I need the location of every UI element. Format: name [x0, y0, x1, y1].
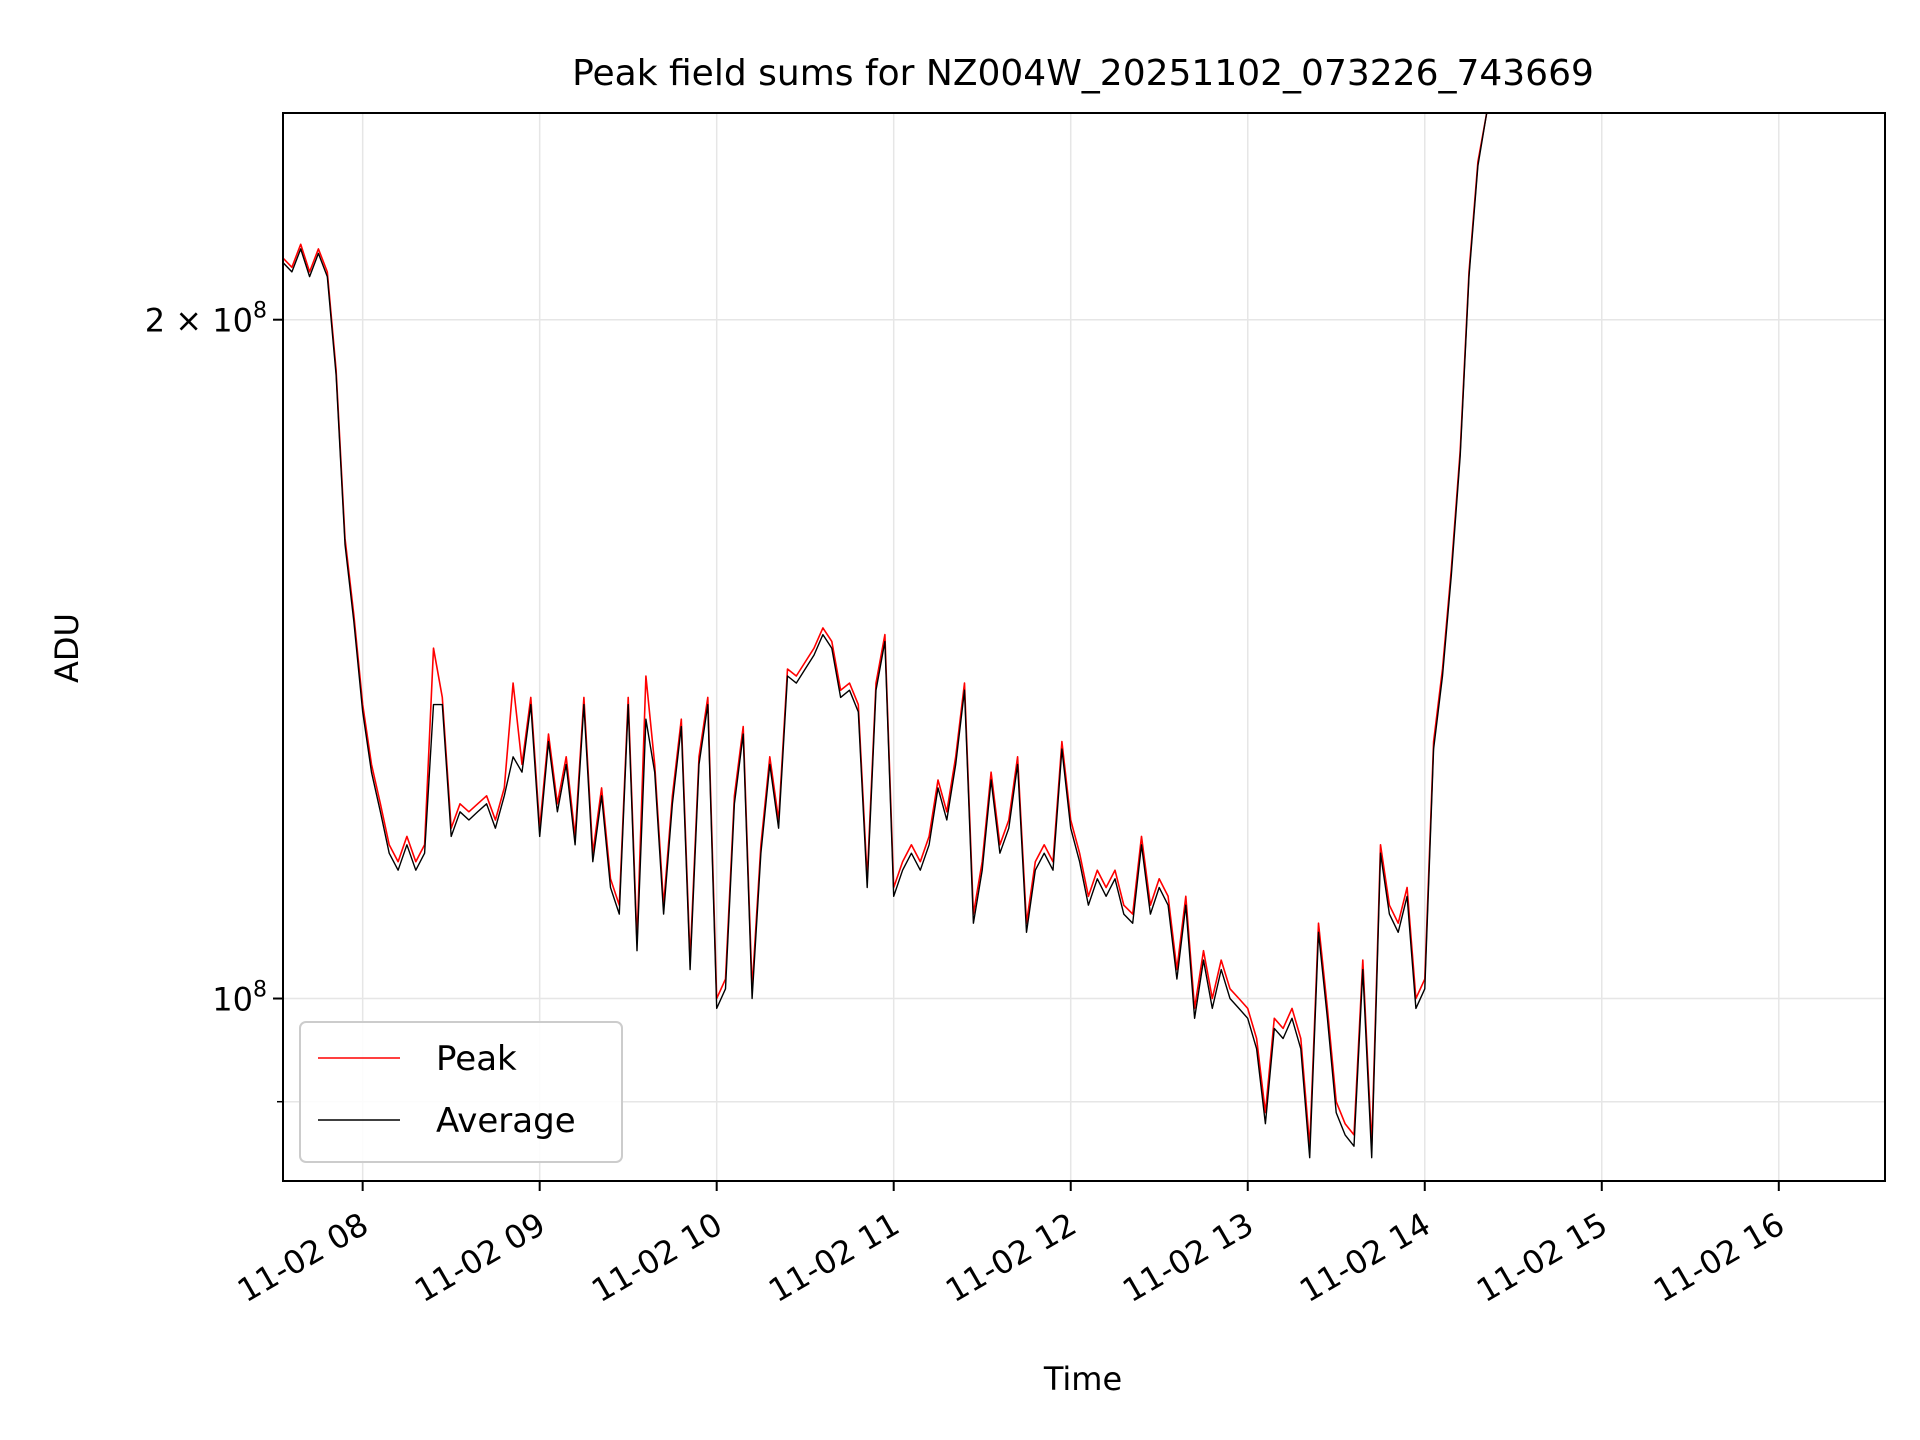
- y-tick-base: 10: [212, 981, 253, 1019]
- legend-average-label: Average: [436, 1101, 576, 1141]
- series-layer: [282, 112, 1496, 1159]
- plot-frame: [282, 112, 1886, 1182]
- grid-layer: [283, 113, 1885, 1181]
- legend: Peak Average: [299, 1021, 623, 1163]
- x-axis-label: Time: [1043, 1360, 1122, 1398]
- legend-peak-label: Peak: [436, 1039, 517, 1079]
- legend-box: [299, 1021, 623, 1163]
- series-line-average: [282, 112, 1496, 1159]
- y-tick-label: 2 × 108: [145, 299, 267, 340]
- y-tick-base: 2 × 10: [145, 302, 253, 340]
- y-axis-label: ADU: [48, 613, 86, 683]
- y-tick-label: 108: [212, 978, 267, 1019]
- y-tick-exponent: 8: [253, 299, 267, 324]
- y-tick-exponent: 8: [253, 978, 267, 1003]
- chart-title: Peak field sums for NZ004W_20251102_0732…: [572, 53, 1594, 94]
